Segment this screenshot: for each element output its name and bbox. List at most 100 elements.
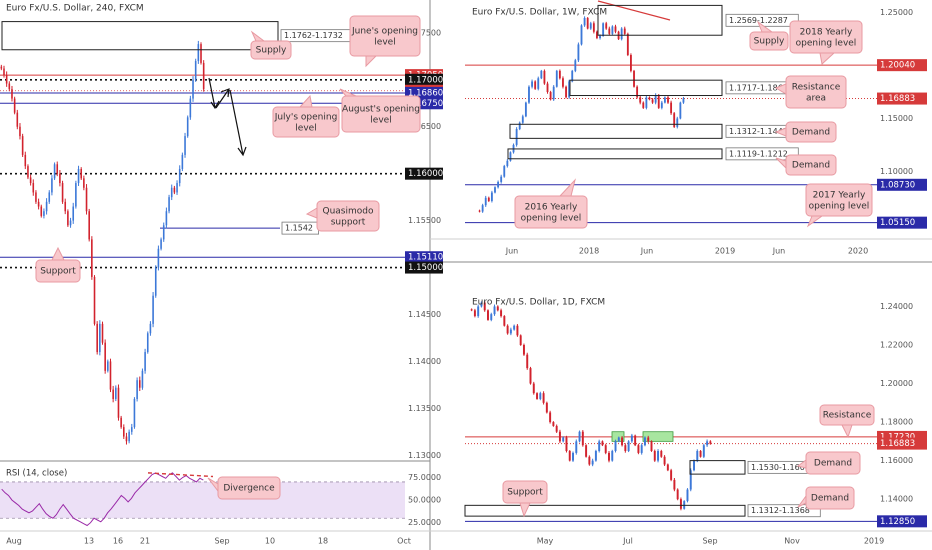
candle-body xyxy=(676,489,679,500)
y-tick-label: 75.0000 xyxy=(408,473,441,482)
price-tag-1.16000 xyxy=(405,167,443,180)
weekly-candles xyxy=(478,16,685,213)
callout-pointer xyxy=(796,459,807,469)
candle-body xyxy=(583,17,586,26)
candle-body xyxy=(663,456,666,465)
callout-text: Resistance area xyxy=(792,82,841,103)
callout-pointer xyxy=(558,178,576,197)
candle-body xyxy=(91,239,93,277)
divergence-line xyxy=(147,472,214,478)
candle-body xyxy=(608,452,610,461)
candle-body xyxy=(128,431,130,442)
y-tick-label: 1.25000 xyxy=(880,8,913,17)
callout-box xyxy=(785,75,847,109)
candle-body xyxy=(192,79,194,99)
resistance-test-box xyxy=(642,431,674,442)
candle-body xyxy=(611,450,614,461)
candle-body xyxy=(666,464,669,471)
callout-pointer xyxy=(756,20,774,33)
callout-pointer xyxy=(774,127,787,137)
zone-box xyxy=(507,148,723,160)
candle-body xyxy=(699,450,702,457)
y-tick-label: 1.17500 xyxy=(408,28,441,37)
candle-body xyxy=(630,435,633,442)
candle-body xyxy=(627,441,630,451)
callout-text: August's opening level xyxy=(342,104,420,125)
candle-body xyxy=(157,248,160,268)
candle-body xyxy=(48,192,51,202)
y-tick-label: 1.22000 xyxy=(880,340,913,349)
zone-box xyxy=(1,21,279,51)
candle-body xyxy=(518,122,521,130)
candle-body xyxy=(109,361,112,390)
candle-body xyxy=(16,112,19,127)
candle-body xyxy=(594,450,597,461)
callout-text: Support xyxy=(40,267,76,277)
price-tag-1.16883 xyxy=(877,92,927,105)
candle-body xyxy=(104,342,106,371)
candle-body xyxy=(61,183,64,202)
callout-text: 2016 Yearly opening level xyxy=(521,202,582,223)
y-tick-label: 25.0000 xyxy=(408,518,441,527)
x-tick-label: Oct xyxy=(397,537,411,546)
price-tag-1.20040 xyxy=(877,59,927,72)
candle-body xyxy=(639,97,642,103)
candle-body xyxy=(565,437,568,451)
callout-pointer xyxy=(365,55,378,68)
candle-body xyxy=(85,187,88,212)
candle-body xyxy=(630,55,632,71)
candle-body xyxy=(483,302,486,311)
price-tag-1.16883 xyxy=(877,437,927,450)
zone-label: 1.1530-1.1600 xyxy=(751,463,810,472)
callout-box xyxy=(789,20,863,54)
price-tag-label: 1.16750 xyxy=(408,99,443,109)
zone-box xyxy=(509,123,723,139)
candle-body xyxy=(598,441,601,451)
candle-body xyxy=(107,361,109,371)
candle-body xyxy=(470,309,473,311)
callout-line: level xyxy=(370,115,391,125)
trend-line xyxy=(597,0,671,21)
y-tick-label: 1.13000 xyxy=(408,451,441,460)
candle-body xyxy=(189,98,192,118)
candle-body xyxy=(614,26,617,32)
candle-body xyxy=(77,168,80,184)
candle-body xyxy=(654,95,657,103)
callout-line: June's opening xyxy=(351,26,418,36)
candle-body xyxy=(546,83,549,93)
zone-label: 1.1312-1.1445 xyxy=(729,127,788,136)
callout-text: Demand xyxy=(792,128,830,138)
price-tag-label: 1.17000 xyxy=(408,75,443,85)
candle-body xyxy=(651,99,654,103)
x-tick-label: Sep xyxy=(214,537,229,546)
zone-box xyxy=(597,4,723,36)
candle-body xyxy=(670,102,673,114)
x-tick-label: Jul xyxy=(622,537,633,546)
candle-body xyxy=(509,152,512,161)
candle-body xyxy=(112,389,114,399)
candle-body xyxy=(571,70,574,82)
candle-body xyxy=(83,178,85,188)
candle-body xyxy=(521,116,524,123)
candle-body xyxy=(115,387,117,399)
candle-body xyxy=(522,344,525,355)
candle-body xyxy=(478,210,481,212)
chart-title: Euro Fx/U.S. Dollar, 240, FXCM xyxy=(6,4,144,14)
candle-body xyxy=(524,102,527,117)
price-tag-label: 1.08730 xyxy=(880,180,915,190)
candle-body xyxy=(75,183,77,207)
candle-body xyxy=(59,173,61,184)
candle-body xyxy=(531,81,533,87)
callout-line: 2016 Yearly xyxy=(525,202,578,212)
y-tick-label: 1.14000 xyxy=(408,357,441,366)
candle-body xyxy=(660,102,663,108)
candle-body xyxy=(647,437,650,442)
y-tick-label: 1.13500 xyxy=(408,404,441,413)
callout-box xyxy=(514,195,588,229)
candle-body xyxy=(621,437,624,446)
callout-text: Resistance xyxy=(823,411,872,421)
callout-line: 2018 Yearly xyxy=(800,27,853,37)
callout-line: Quasimodo xyxy=(323,206,374,216)
candle-body xyxy=(599,35,601,39)
candle-body xyxy=(72,206,75,221)
